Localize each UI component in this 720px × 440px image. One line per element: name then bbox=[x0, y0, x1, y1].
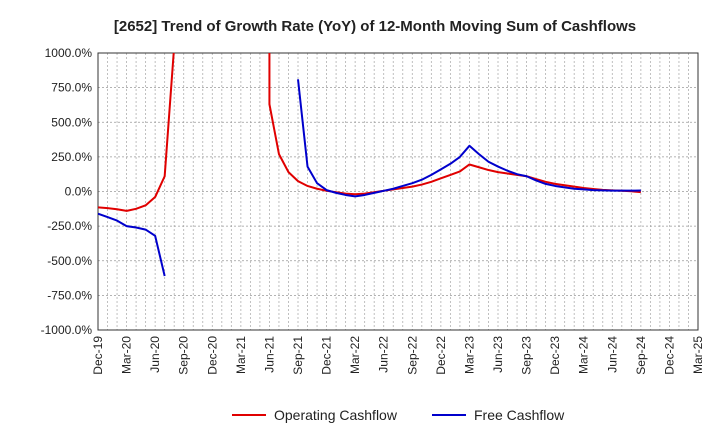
x-tick-label: Mar-21 bbox=[234, 336, 248, 374]
y-tick-label: 0.0% bbox=[65, 185, 93, 199]
y-axis-ticks: 1000.0% 750.0% 500.0% 250.0% 0.0% -250.0% -500… bbox=[41, 46, 93, 337]
series-line-free-cashflow bbox=[98, 79, 641, 277]
x-tick-label: Sep-23 bbox=[520, 336, 534, 375]
legend-label-operating-cashflow: Operating Cashflow bbox=[274, 407, 398, 423]
chart-title: [2652] Trend of Growth Rate (YoY) of 12-… bbox=[114, 18, 636, 35]
y-tick-label: -500.0% bbox=[47, 254, 92, 268]
x-tick-label: Sep-22 bbox=[405, 336, 419, 375]
legend-label-free-cashflow: Free Cashflow bbox=[474, 407, 565, 423]
y-tick-label: -1000.0% bbox=[41, 323, 93, 337]
x-tick-label: Sep-21 bbox=[291, 336, 305, 375]
x-tick-label: Jun-21 bbox=[262, 336, 276, 373]
y-tick-label: 250.0% bbox=[51, 150, 92, 164]
y-tick-label: -750.0% bbox=[47, 288, 92, 302]
x-tick-label: Jun-24 bbox=[605, 336, 619, 373]
x-tick-label: Jun-20 bbox=[148, 336, 162, 373]
y-tick-label: 750.0% bbox=[51, 81, 92, 95]
x-tick-label: Mar-22 bbox=[348, 336, 362, 374]
series-line-operating-cashflow bbox=[98, 53, 641, 212]
x-tick-label: Mar-25 bbox=[691, 336, 705, 374]
y-tick-label: -250.0% bbox=[47, 219, 92, 233]
x-tick-label: Mar-20 bbox=[120, 336, 134, 374]
x-tick-label: Dec-22 bbox=[434, 336, 448, 375]
grid-lines bbox=[98, 53, 698, 330]
legend: Operating Cashflow Free Cashflow bbox=[232, 407, 565, 423]
x-tick-label: Sep-24 bbox=[634, 336, 648, 375]
x-tick-label: Dec-23 bbox=[548, 336, 562, 375]
y-tick-label: 500.0% bbox=[51, 115, 92, 129]
y-tick-label: 1000.0% bbox=[45, 46, 93, 60]
x-tick-label: Sep-20 bbox=[177, 336, 191, 375]
x-tick-label: Dec-21 bbox=[320, 336, 334, 375]
x-tick-label: Jun-22 bbox=[377, 336, 391, 373]
x-tick-label: Mar-24 bbox=[577, 336, 591, 374]
x-tick-label: Jun-23 bbox=[491, 336, 505, 373]
x-axis-ticks: Dec-19 Mar-20 Jun-20 Sep-20 Dec-20 Mar-21 Jun-… bbox=[91, 336, 705, 375]
x-tick-label: Dec-24 bbox=[662, 336, 676, 375]
x-tick-label: Mar-23 bbox=[462, 336, 476, 374]
plot-area bbox=[97, 52, 699, 331]
x-tick-label: Dec-20 bbox=[205, 336, 219, 375]
series-lines bbox=[98, 53, 641, 277]
x-tick-label: Dec-19 bbox=[91, 336, 105, 375]
